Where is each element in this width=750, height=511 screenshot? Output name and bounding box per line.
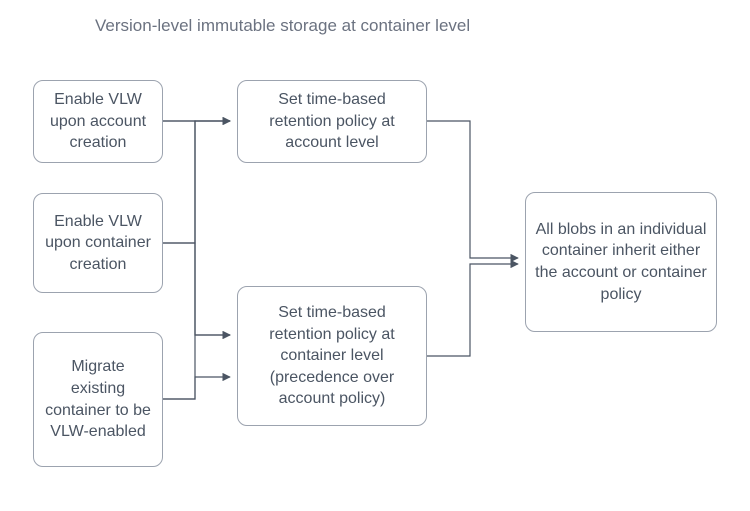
node-label: Enable VLW upon container creation <box>42 211 154 276</box>
edge-n3-n5 <box>163 377 230 399</box>
node-label: Migrate existing container to be VLW-ena… <box>42 356 154 442</box>
node-enable-vlw-account: Enable VLW upon account creation <box>33 80 163 163</box>
diagram-title: Version-level immutable storage at conta… <box>95 16 470 36</box>
node-blobs-inherit: All blobs in an individual container inh… <box>525 192 717 332</box>
edge-n5-n6 <box>427 264 518 356</box>
node-enable-vlw-container: Enable VLW upon container creation <box>33 193 163 293</box>
edge-n4-n6 <box>427 121 518 258</box>
node-label: Set time-based retention policy at accou… <box>246 89 418 154</box>
edge-n1-n5 <box>163 121 230 335</box>
edge-n2-n5 <box>163 243 230 335</box>
node-migrate-container: Migrate existing container to be VLW-ena… <box>33 332 163 467</box>
node-policy-container-level: Set time-based retention policy at conta… <box>237 286 427 426</box>
node-label: Set time-based retention policy at conta… <box>246 302 418 410</box>
node-label: All blobs in an individual container inh… <box>534 219 708 305</box>
node-label: Enable VLW upon account creation <box>42 89 154 154</box>
node-policy-account-level: Set time-based retention policy at accou… <box>237 80 427 163</box>
edge-n3-n4 <box>163 121 230 399</box>
edge-n2-n4 <box>163 121 230 243</box>
